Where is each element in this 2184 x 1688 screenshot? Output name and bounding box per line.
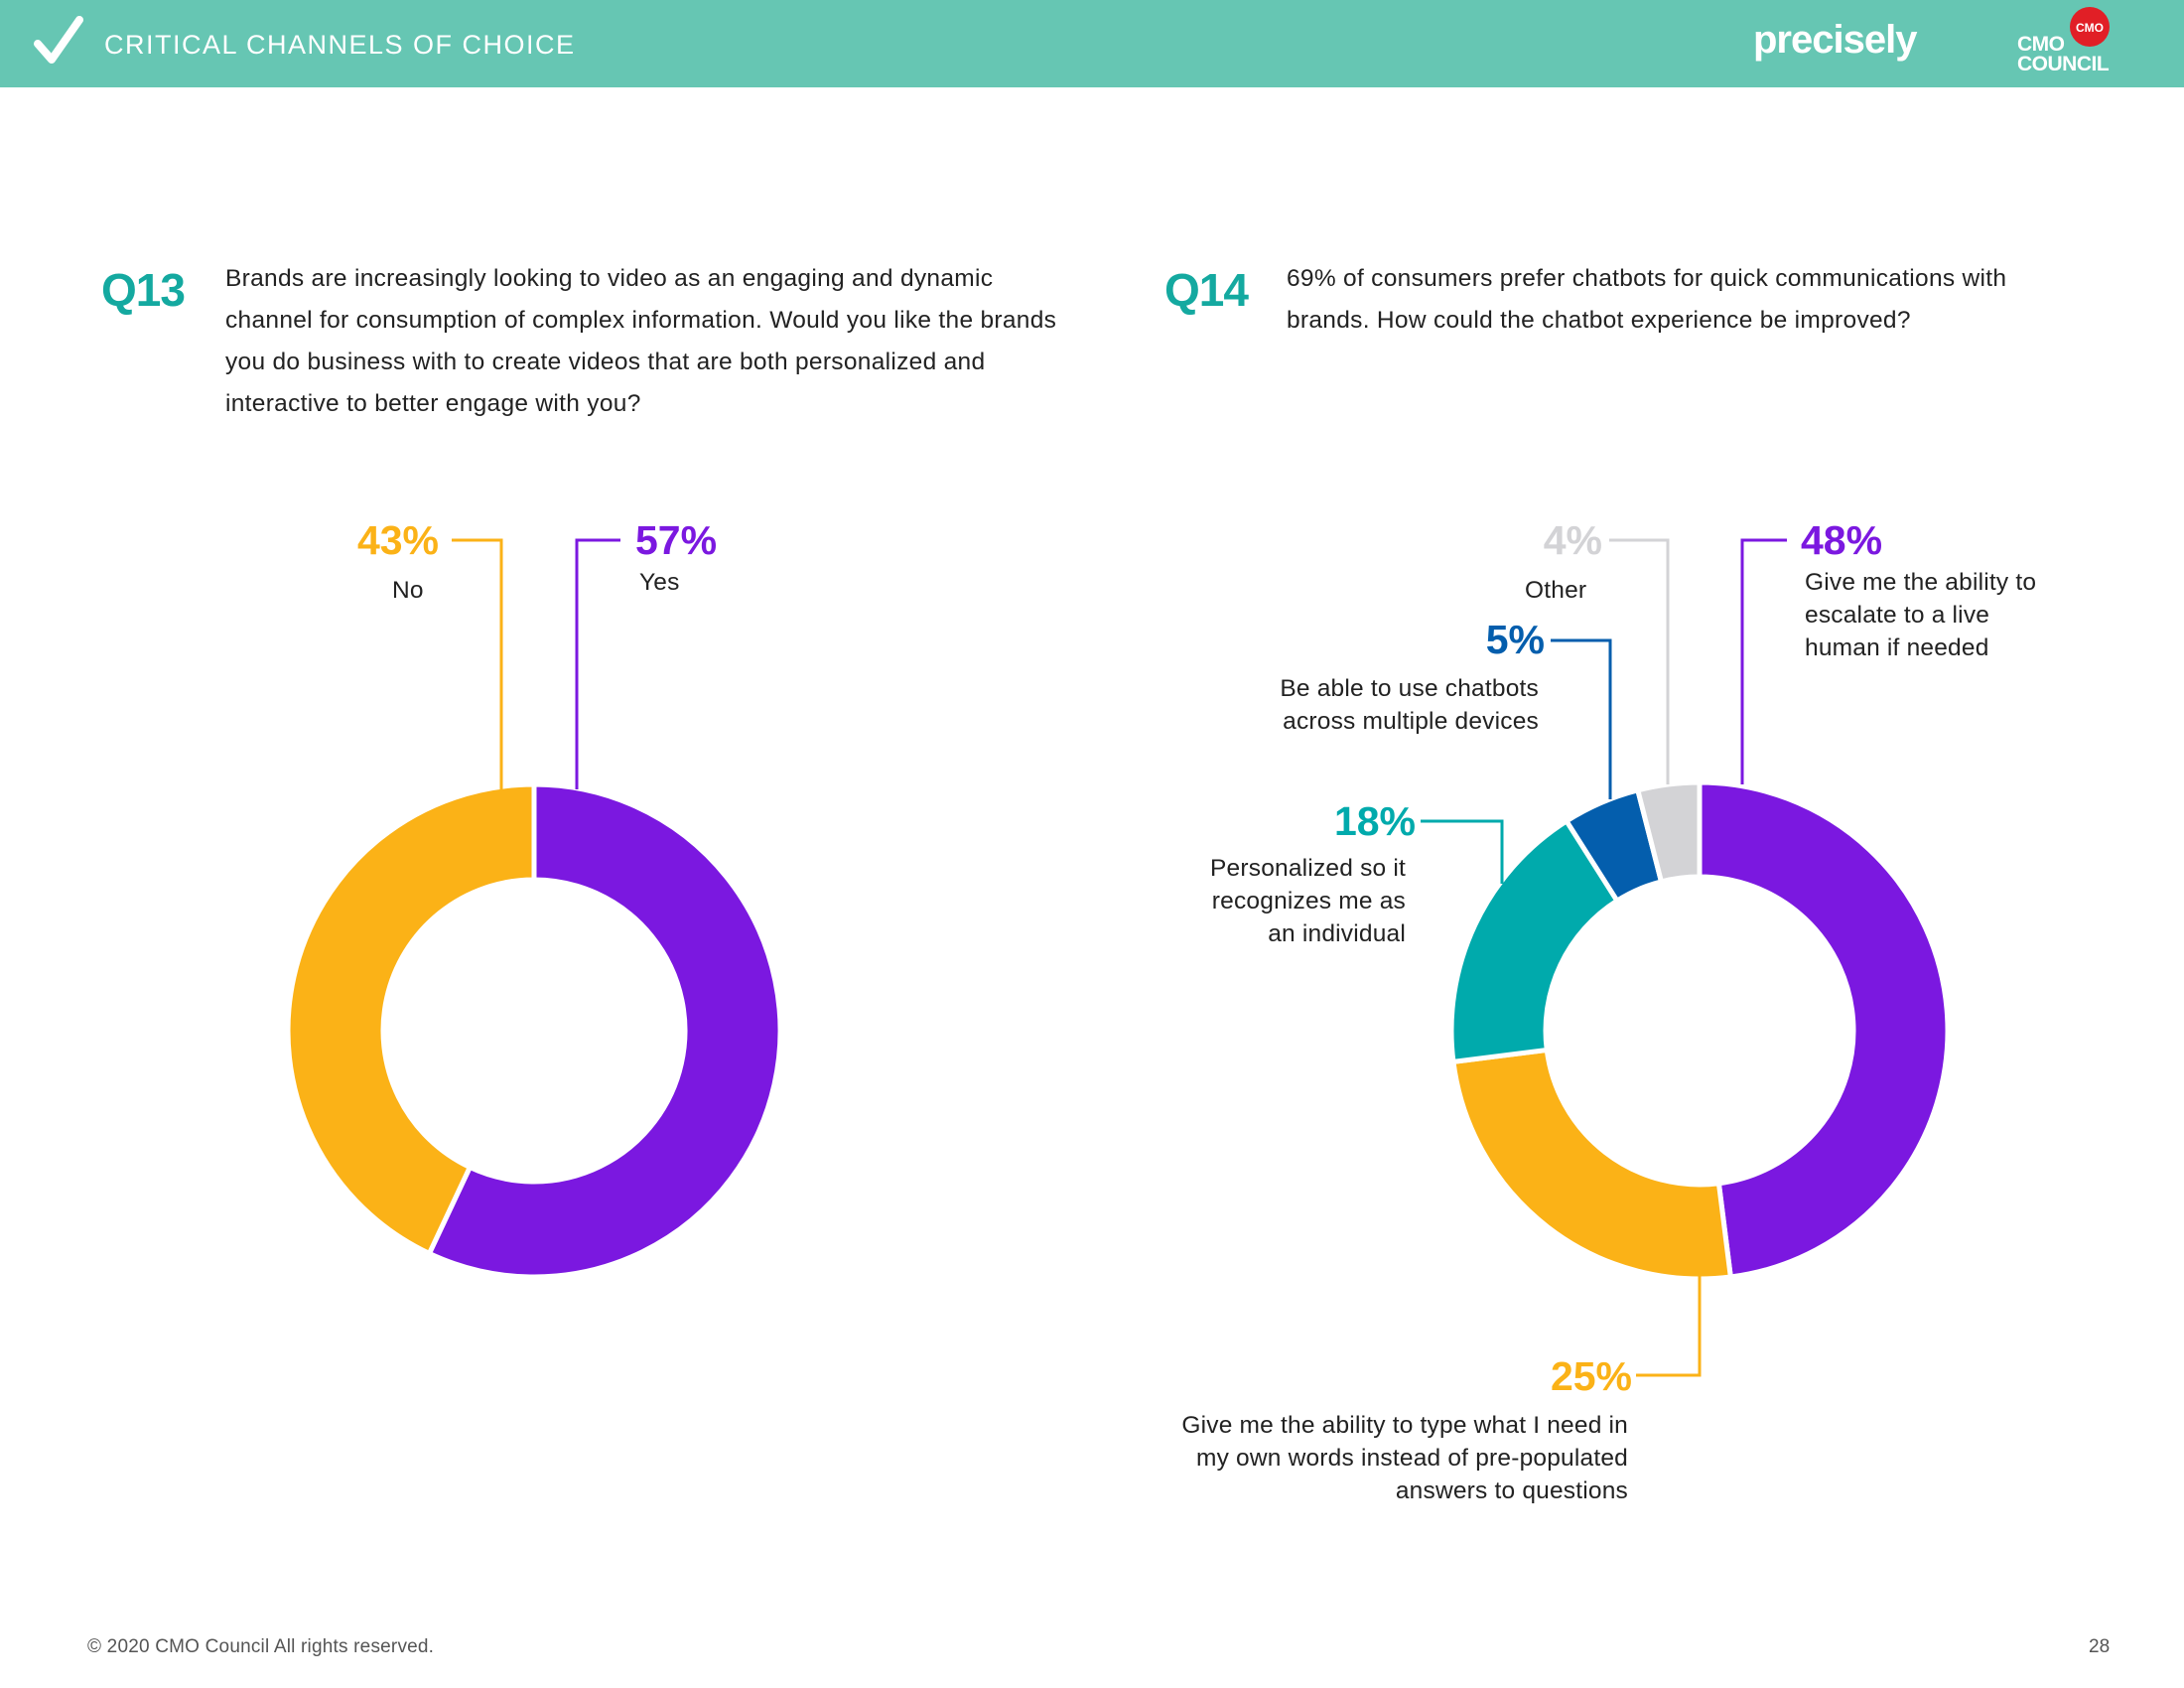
q14-donut-slice-0 — [1697, 779, 1951, 1280]
q14-donut-slice-2 — [1448, 817, 1621, 1065]
q13-no-label: No — [392, 577, 424, 604]
q14-donut-slice-4 — [1634, 779, 1703, 885]
q14-devices-percent: 5% — [1485, 617, 1545, 662]
q13-number: Q13 — [101, 264, 186, 316]
leader-line-no — [452, 538, 503, 789]
footer-copyright: © 2020 CMO Council All rights reserved. — [87, 1636, 435, 1657]
leader-line-devices — [1551, 638, 1612, 799]
precisely-logo: precisely — [1753, 18, 1917, 62]
q14-type-percent: 25% — [1550, 1353, 1632, 1399]
q14-donut-slice-1 — [1450, 1047, 1734, 1282]
cmo-logo-line2: COUNCIL — [2017, 53, 2110, 75]
q14-other-label: Other — [1525, 577, 1587, 604]
q14-personalized-percent: 18% — [1333, 798, 1416, 844]
cmo-council-logo: CMO CMO COUNCIL — [2015, 6, 2115, 81]
q13-donut-slice-1 — [285, 781, 537, 1257]
leader-line-escalate — [1740, 538, 1787, 784]
q14-type-label: Give me the ability to type what I need … — [1181, 1412, 1628, 1504]
q13-yes-percent: 57% — [635, 517, 718, 563]
leader-line-personalized — [1421, 819, 1504, 884]
q13-donut-slice-0 — [426, 781, 783, 1280]
q14-other-percent: 4% — [1543, 517, 1602, 563]
page-number: 28 — [2089, 1636, 2111, 1657]
cmo-badge-icon: CMO — [2070, 7, 2110, 47]
q14-question-text: 69% of consumers prefer chatbots for qui… — [1287, 265, 2007, 334]
q14-escalate-percent: 48% — [1801, 517, 1883, 563]
q13-no-percent: 43% — [356, 517, 439, 563]
cmo-logo-line1: CMO — [2017, 33, 2065, 56]
q14-number: Q14 — [1164, 264, 1249, 316]
q14-donut-chart — [1448, 779, 1951, 1282]
section-title: CRITICAL CHANNELS OF CHOICE — [104, 30, 576, 60]
checkmark-icon — [34, 16, 83, 64]
cmo-badge-text: CMO — [2076, 21, 2104, 35]
q14-personalized-label: Personalized so it recognizes me as an i… — [1210, 855, 1406, 947]
leader-line-type — [1636, 1276, 1702, 1377]
q13-yes-label: Yes — [639, 569, 680, 596]
header-bar: CRITICAL CHANNELS OF CHOICE precisely CM… — [0, 0, 2184, 87]
q13-donut-chart — [285, 781, 783, 1280]
q14-escalate-label: Give me the ability to escalate to a liv… — [1805, 569, 2037, 661]
leader-line-other — [1609, 538, 1670, 784]
leader-line-yes — [575, 538, 620, 789]
q14-devices-label: Be able to use chatbots across multiple … — [1280, 675, 1539, 735]
q13-question-text: Brands are increasingly looking to video… — [225, 265, 1057, 417]
